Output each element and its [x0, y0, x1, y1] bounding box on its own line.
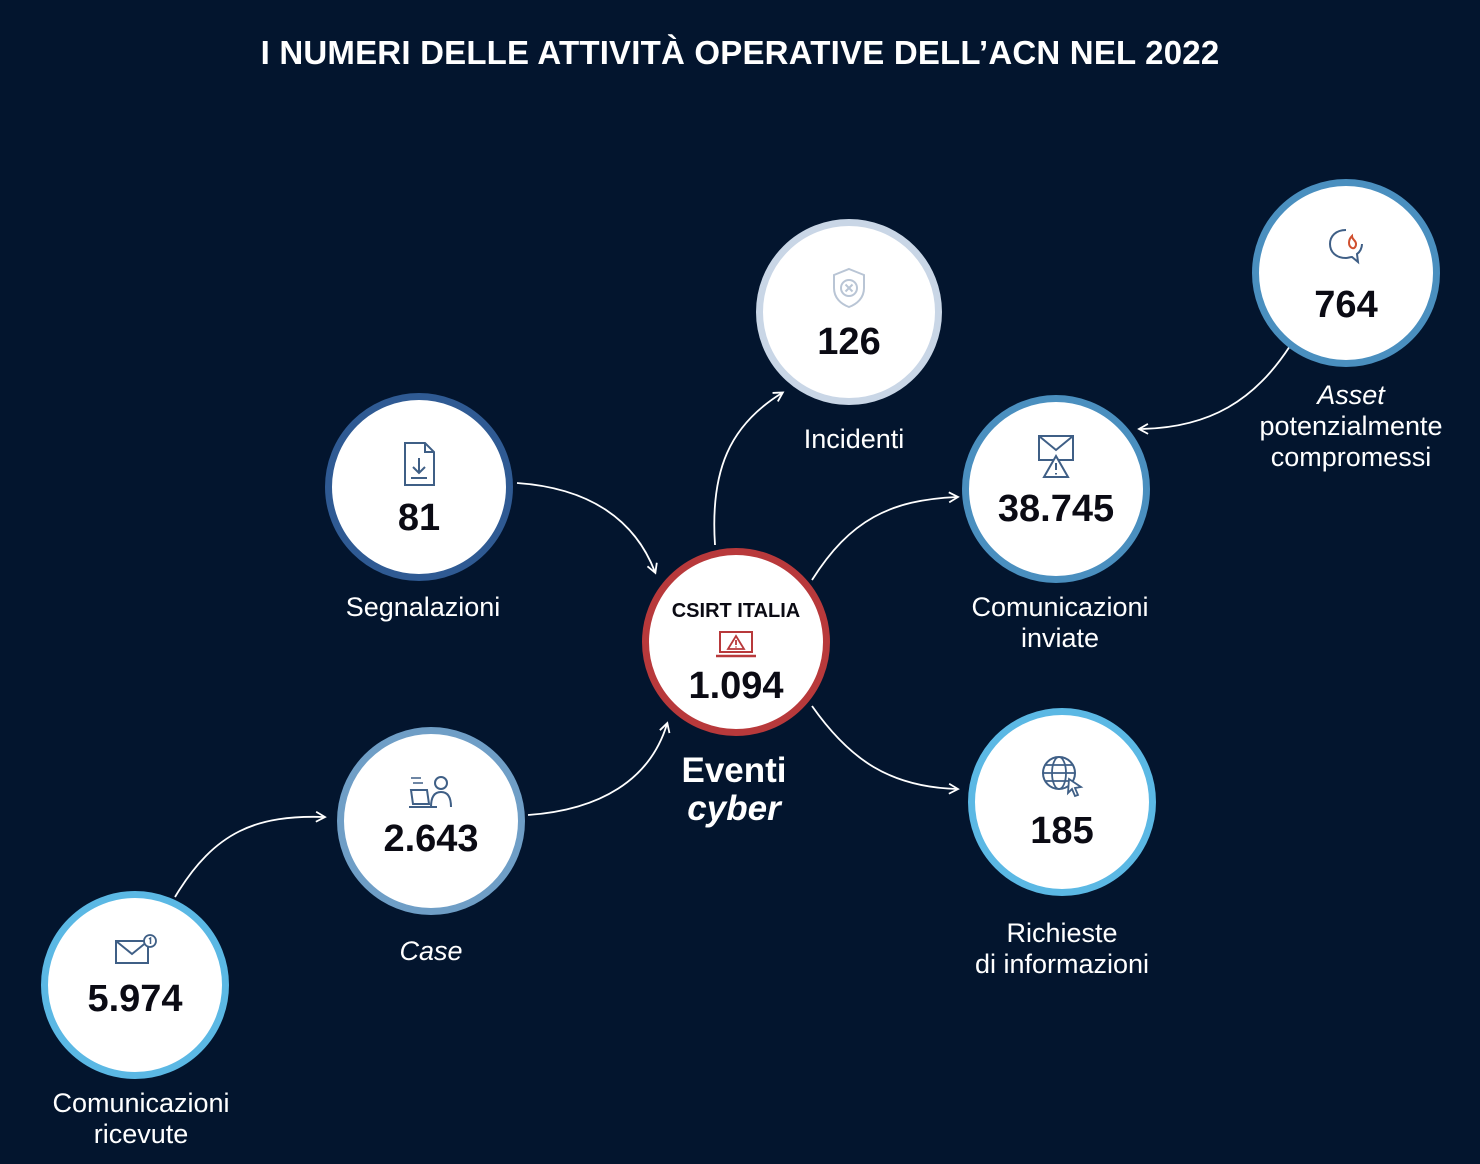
comunicazioni-ricevute-value: 5.974 [87, 978, 183, 1020]
chat-fire-icon [1328, 229, 1363, 265]
page-title: I NUMERI DELLE ATTIVITÀ OPERATIVE DELL’A… [260, 34, 1220, 71]
csirt-badge: CSIRT ITALIA [671, 600, 801, 622]
asset-label-line2: potenzialmente [1259, 411, 1443, 441]
incidenti-value: 126 [817, 321, 881, 363]
globe-cursor-icon [1042, 756, 1084, 798]
segnalazioni-label: Segnalazioni [345, 592, 501, 622]
csirt-value: 1.094 [688, 665, 784, 707]
arrow-asset-to-inviate [1137, 345, 1291, 435]
node-comunicazioni-inviate: 38.745 [962, 395, 1150, 583]
case-label-italic: Case [399, 936, 463, 966]
comunicazioni-inviate-label-line1: Comunicazioni [971, 592, 1149, 622]
arrow-ricevute-to-case [174, 810, 327, 898]
asset-value: 764 [1314, 284, 1378, 326]
asset-label-italic: Asset [1317, 380, 1385, 410]
node-case: 2.643 [337, 727, 525, 915]
arrow-segnalazioni-to-csirt [516, 482, 658, 575]
case-label: Case [331, 936, 531, 967]
mail-notification-icon [115, 934, 157, 964]
asset-label: Asset potenzialmente compromessi [1236, 380, 1466, 473]
arrow-csirt-to-incidenti [713, 391, 785, 546]
node-incidenti: 126 [756, 219, 942, 405]
csirt-label-line2: cyber [687, 789, 781, 828]
asset-label-line3: compromessi [1270, 442, 1432, 472]
document-download-icon [404, 442, 435, 486]
node-csirt-italia: CSIRT ITALIA 1.094 [642, 548, 830, 736]
arrow-csirt-to-richieste [811, 705, 960, 795]
case-value: 2.643 [383, 818, 479, 860]
laptop-warning-icon [716, 631, 756, 658]
arrow-case-to-csirt [527, 721, 671, 816]
segnalazioni-value: 81 [397, 497, 441, 539]
comunicazioni-ricevute-label-line1: Comunicazioni [52, 1088, 230, 1118]
comunicazioni-ricevute-label-line2: ricevute [93, 1119, 189, 1149]
richieste-label: Richieste di informazioni [942, 918, 1182, 980]
arrow-csirt-to-inviate [811, 491, 960, 581]
person-laptop-icon [409, 776, 452, 808]
richieste-value: 185 [1030, 810, 1094, 852]
node-comunicazioni-ricevute: 5.974 [41, 891, 229, 1079]
comunicazioni-inviate-label-line2: inviate [1020, 623, 1100, 653]
node-richieste: 185 [968, 708, 1156, 896]
mail-warning-icon [1038, 435, 1074, 478]
incidenti-label: Incidenti [803, 424, 905, 454]
node-asset: 764 [1252, 179, 1440, 367]
comunicazioni-inviate-value: 38.745 [997, 488, 1115, 530]
comunicazioni-inviate-label: Comunicazioni inviate [940, 592, 1180, 654]
richieste-label-line1: Richieste [1006, 918, 1118, 948]
csirt-label-line1: Eventi [681, 751, 787, 790]
node-segnalazioni: 81 [325, 393, 513, 581]
richieste-label-line2: di informazioni [974, 949, 1150, 979]
csirt-label: Eventi cyber [634, 752, 834, 828]
comunicazioni-ricevute-label: Comunicazioni ricevute [21, 1088, 261, 1150]
shield-x-icon [833, 267, 865, 309]
